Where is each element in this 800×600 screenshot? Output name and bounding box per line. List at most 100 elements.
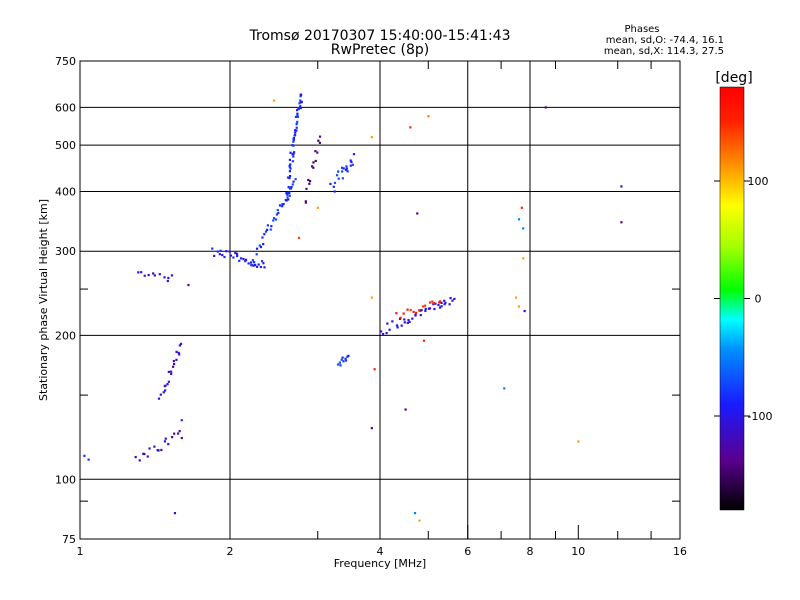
data-point (172, 359, 175, 363)
data-point (310, 165, 314, 168)
data-point (292, 180, 295, 183)
data-point (404, 408, 407, 411)
data-point (577, 440, 580, 443)
data-point (260, 260, 264, 263)
data-point (134, 455, 137, 459)
data-point (416, 212, 419, 215)
data-point (337, 177, 340, 180)
data-point (520, 206, 523, 209)
data-point (143, 274, 146, 277)
data-point (335, 174, 339, 177)
data-point (332, 185, 335, 188)
data-point (175, 350, 178, 353)
x-tick-label: 4 (377, 545, 384, 558)
data-point (213, 254, 216, 257)
y-tick-labels: 75 100 200 300 400 500 600 750 (55, 55, 76, 546)
data-point (414, 314, 417, 317)
data-point (344, 168, 348, 172)
data-point (292, 140, 295, 143)
data-point (157, 449, 160, 452)
data-point (409, 126, 412, 129)
data-point (255, 265, 259, 268)
y-tick-label: 300 (55, 245, 76, 258)
x-tick-label: 6 (464, 545, 471, 558)
data-point (440, 301, 443, 304)
data-point (522, 227, 525, 230)
data-point (422, 339, 426, 342)
data-point (453, 297, 456, 301)
data-point (158, 273, 161, 276)
data-point (341, 177, 344, 180)
data-point (266, 228, 269, 232)
data-point (437, 303, 440, 307)
data-point (292, 152, 295, 155)
data-point (424, 304, 427, 307)
data-point (438, 306, 442, 309)
data-point (276, 209, 279, 212)
data-point (170, 436, 174, 439)
data-point (173, 512, 177, 515)
y-tick-label: 200 (55, 329, 76, 342)
data-point (228, 250, 231, 253)
data-point (167, 442, 170, 446)
data-point (152, 272, 155, 275)
y-tick-label: 750 (55, 55, 76, 68)
x-tick-label: 16 (673, 545, 687, 558)
data-point (286, 196, 289, 199)
x-tick-label: 8 (527, 545, 534, 558)
data-point (164, 384, 167, 387)
data-point (299, 95, 302, 98)
data-point (515, 296, 518, 299)
data-point (288, 186, 291, 189)
data-point (346, 170, 349, 173)
data-point (140, 271, 143, 274)
data-point (170, 274, 174, 277)
data-point (254, 263, 257, 267)
data-point (352, 153, 356, 156)
data-point (403, 321, 406, 324)
data-point (221, 253, 224, 257)
legend-line-o: mean, sd,O: -74.4, 16.1 (606, 35, 724, 46)
data-point (293, 134, 296, 137)
data-point (146, 455, 149, 458)
data-point (349, 159, 352, 162)
data-point (167, 380, 170, 383)
data-point (304, 201, 308, 204)
data-point (288, 191, 291, 194)
data-point (413, 512, 417, 515)
data-point (407, 318, 410, 322)
data-point (522, 257, 525, 260)
data-point (299, 106, 302, 110)
data-point (218, 253, 221, 256)
data-point (285, 199, 288, 202)
data-point (275, 213, 279, 216)
data-point (373, 368, 376, 371)
data-point (173, 432, 176, 435)
data-point (266, 224, 269, 227)
data-point (406, 321, 409, 325)
data-point (424, 309, 427, 313)
data-point (314, 150, 317, 153)
data-point (299, 105, 302, 108)
data-point (249, 261, 253, 264)
data-point (305, 187, 308, 190)
data-point (234, 251, 237, 255)
y-tick-label: 400 (55, 185, 76, 198)
data-point (179, 342, 183, 345)
data-point (288, 177, 291, 180)
data-point (318, 135, 322, 138)
y-tick-label: 600 (55, 101, 76, 114)
data-point (427, 307, 430, 310)
data-point (298, 102, 301, 105)
data-point (408, 320, 411, 323)
data-point (421, 305, 425, 308)
data-point (163, 276, 166, 279)
data-point (307, 178, 310, 182)
x-tick-labels: 1 2 4 6 8 10 16 (77, 545, 688, 558)
data-point (270, 225, 273, 228)
data-point (148, 447, 151, 450)
data-point (167, 276, 170, 280)
colorbar: [deg] 100 0 -100 (714, 70, 772, 511)
data-point (162, 391, 165, 394)
data-point (399, 316, 402, 319)
